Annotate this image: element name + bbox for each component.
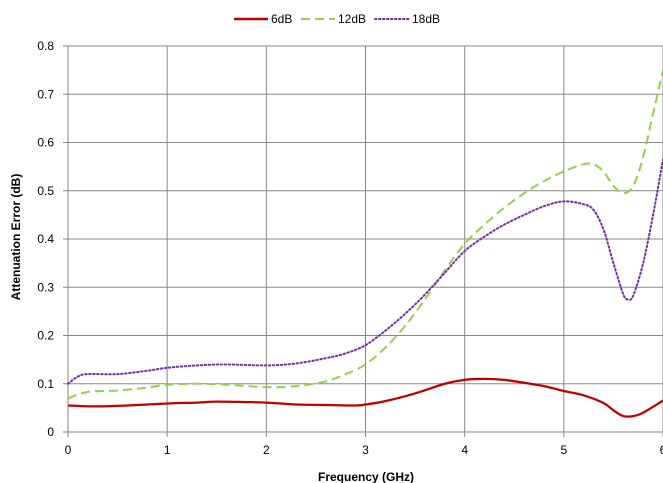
- y-tick-label: 0.1: [37, 377, 54, 391]
- legend-label-12db: 12dB: [338, 12, 366, 26]
- y-tick-label: 0.7: [37, 87, 54, 101]
- legend-label-18db: 18dB: [412, 12, 440, 26]
- x-tick-label: 4: [461, 443, 468, 457]
- x-tick-label: 2: [263, 443, 270, 457]
- y-axis-label: Attenuation Error (dB): [9, 174, 23, 301]
- axes-layer: 0 0.1 0.2 0.3 0.4 0.5 0.6 0.7 0.8 0 1 2 3 4 5 6: [37, 39, 663, 457]
- legend-label-6db: 6dB: [271, 12, 292, 26]
- y-tick-label: 0: [47, 425, 54, 439]
- series-layer: [67, 69, 663, 418]
- grid-layer: [67, 45, 663, 433]
- y-tick-label: 0.3: [37, 280, 54, 294]
- labels-layer: Frequency (GHz) Attenuation Error (dB): [9, 174, 414, 483]
- x-tick-label: 1: [164, 443, 171, 457]
- legend: 6dB 12dB 18dB: [234, 12, 440, 26]
- x-axis-label: Frequency (GHz): [318, 470, 414, 483]
- y-tick-label: 0.6: [37, 136, 54, 150]
- series-line-12db: [67, 69, 663, 400]
- x-tick-label: 3: [362, 443, 369, 457]
- x-tick-label: 0: [65, 443, 72, 457]
- y-tick-label: 0.4: [37, 232, 54, 246]
- x-tick-label: 6: [660, 443, 663, 457]
- y-tick-label: 0.8: [37, 39, 54, 53]
- y-tick-label: 0.2: [37, 329, 54, 343]
- series-line-6db: [67, 377, 663, 418]
- x-tick-label: 5: [560, 443, 567, 457]
- y-tick-label: 0.5: [37, 184, 54, 198]
- series-line-18db: [67, 158, 663, 385]
